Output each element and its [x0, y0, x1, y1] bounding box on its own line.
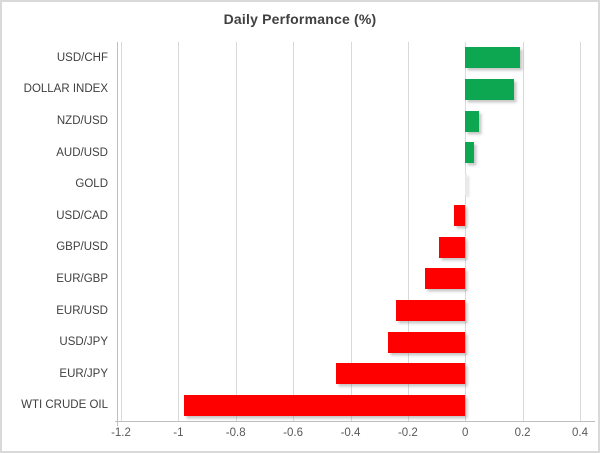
category-label: EUR/JPY	[59, 367, 108, 380]
gridline	[235, 42, 237, 421]
category-label: NZD/USD	[56, 115, 108, 127]
category-label: USD/CHF	[56, 51, 108, 64]
gridline	[407, 42, 409, 421]
category-label: USD/CAD	[56, 209, 108, 222]
gridline	[350, 42, 352, 421]
bar-aud-usd	[465, 142, 474, 163]
bar-nzd-usd	[465, 110, 480, 132]
x-tick-label: -1	[173, 427, 184, 439]
gridline	[293, 42, 295, 421]
bar-gbp-usd	[439, 236, 466, 258]
x-tick-label: -0.8	[225, 427, 246, 439]
gridline	[465, 42, 467, 421]
x-tick-label: -0.6	[283, 427, 304, 439]
chart-title: Daily Performance (%)	[223, 11, 377, 27]
bar-usd-jpy	[387, 331, 466, 353]
category-label: EUR/USD	[56, 304, 108, 317]
category-label: EUR/GBP	[56, 272, 108, 285]
value-axis-line	[115, 421, 595, 422]
x-tick-label: 0.4	[572, 427, 588, 439]
category-label: USD/JPY	[59, 336, 108, 348]
bar-eur-jpy	[336, 363, 466, 385]
bar-usd-chf	[465, 47, 520, 69]
gridline	[580, 42, 581, 421]
x-tick-label: -1.2	[111, 427, 131, 439]
x-tick-label: 0	[461, 427, 469, 439]
gridline	[121, 42, 122, 421]
category-label: AUD/USD	[56, 146, 108, 159]
gridline	[522, 42, 524, 421]
gridline	[178, 42, 180, 421]
plot-area	[121, 42, 581, 421]
category-label: GBP/USD	[56, 241, 108, 254]
bar-gold	[465, 173, 468, 195]
bar-usd-cad	[453, 205, 466, 227]
bar-wti-crude-oil	[184, 394, 466, 416]
x-tick-label: -0.4	[340, 427, 361, 439]
bar-eur-gbp	[425, 268, 466, 290]
bar-eur-usd	[396, 300, 466, 321]
category-label: GOLD	[75, 178, 108, 191]
x-tick-label: -0.2	[397, 427, 418, 439]
x-tick-label: 0.2	[514, 427, 531, 439]
category-label: DOLLAR INDEX	[23, 83, 108, 96]
category-axis-line	[117, 42, 118, 426]
bar-dollar-index	[465, 78, 514, 100]
category-label: WTI CRUDE OIL	[21, 399, 108, 412]
